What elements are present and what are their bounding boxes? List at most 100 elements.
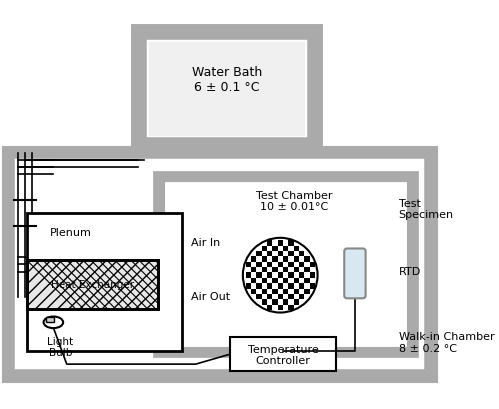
FancyBboxPatch shape (293, 289, 299, 294)
Bar (163, 180, 409, 349)
Text: Heat Exchanger: Heat Exchanger (51, 279, 134, 289)
FancyBboxPatch shape (272, 262, 277, 267)
FancyBboxPatch shape (267, 252, 272, 257)
FancyBboxPatch shape (261, 241, 267, 246)
FancyBboxPatch shape (283, 305, 288, 310)
FancyBboxPatch shape (261, 283, 267, 289)
FancyBboxPatch shape (251, 294, 256, 299)
FancyBboxPatch shape (267, 294, 272, 299)
Text: Walk-in Chamber
8 ± 0.2 °C: Walk-in Chamber 8 ± 0.2 °C (399, 331, 494, 353)
Bar (26, 261, 158, 309)
FancyBboxPatch shape (246, 273, 251, 278)
FancyBboxPatch shape (256, 278, 261, 283)
FancyBboxPatch shape (277, 246, 283, 252)
FancyBboxPatch shape (304, 252, 309, 257)
FancyBboxPatch shape (288, 257, 293, 262)
Text: Test
Specimen: Test Specimen (399, 198, 454, 220)
Bar (26, 213, 182, 351)
Bar (149, 43, 304, 135)
FancyBboxPatch shape (283, 246, 288, 252)
Text: Light
Bulb: Light Bulb (47, 336, 73, 357)
Text: Temperature
Controller: Temperature Controller (248, 344, 318, 365)
FancyBboxPatch shape (283, 294, 288, 299)
FancyBboxPatch shape (246, 289, 251, 294)
FancyBboxPatch shape (309, 257, 315, 262)
FancyBboxPatch shape (256, 289, 261, 294)
FancyBboxPatch shape (256, 252, 261, 257)
FancyBboxPatch shape (293, 262, 299, 267)
FancyBboxPatch shape (251, 267, 256, 273)
FancyBboxPatch shape (267, 299, 272, 305)
FancyBboxPatch shape (299, 283, 304, 289)
FancyBboxPatch shape (288, 262, 293, 267)
FancyBboxPatch shape (304, 273, 309, 278)
FancyBboxPatch shape (277, 262, 283, 267)
FancyBboxPatch shape (288, 289, 293, 294)
FancyBboxPatch shape (299, 252, 304, 257)
FancyBboxPatch shape (293, 294, 299, 299)
FancyBboxPatch shape (283, 252, 288, 257)
FancyBboxPatch shape (256, 262, 261, 267)
FancyBboxPatch shape (267, 273, 272, 278)
FancyBboxPatch shape (309, 262, 315, 267)
FancyBboxPatch shape (246, 278, 251, 283)
FancyBboxPatch shape (277, 257, 283, 262)
FancyBboxPatch shape (293, 241, 299, 246)
FancyBboxPatch shape (299, 299, 304, 305)
FancyBboxPatch shape (272, 278, 277, 283)
FancyBboxPatch shape (272, 257, 277, 262)
FancyBboxPatch shape (288, 283, 293, 289)
FancyBboxPatch shape (251, 252, 256, 257)
FancyBboxPatch shape (304, 294, 309, 299)
FancyBboxPatch shape (299, 294, 304, 299)
FancyBboxPatch shape (277, 278, 283, 283)
FancyBboxPatch shape (283, 267, 288, 273)
FancyBboxPatch shape (251, 278, 256, 283)
Bar (26, 261, 158, 309)
FancyBboxPatch shape (299, 289, 304, 294)
FancyBboxPatch shape (272, 241, 277, 246)
FancyBboxPatch shape (288, 246, 293, 252)
FancyBboxPatch shape (293, 299, 299, 305)
Text: RTD: RTD (399, 266, 421, 276)
FancyBboxPatch shape (246, 283, 251, 289)
FancyBboxPatch shape (288, 278, 293, 283)
FancyBboxPatch shape (261, 246, 267, 252)
FancyBboxPatch shape (277, 294, 283, 299)
FancyBboxPatch shape (251, 262, 256, 267)
FancyBboxPatch shape (293, 283, 299, 289)
FancyBboxPatch shape (304, 267, 309, 273)
FancyBboxPatch shape (304, 257, 309, 262)
FancyBboxPatch shape (272, 299, 277, 305)
FancyBboxPatch shape (246, 267, 251, 273)
FancyBboxPatch shape (256, 246, 261, 252)
FancyBboxPatch shape (277, 273, 283, 278)
FancyBboxPatch shape (246, 257, 251, 262)
FancyBboxPatch shape (283, 257, 288, 262)
FancyBboxPatch shape (277, 289, 283, 294)
FancyBboxPatch shape (283, 241, 288, 246)
FancyBboxPatch shape (256, 299, 261, 305)
FancyBboxPatch shape (283, 278, 288, 283)
FancyBboxPatch shape (272, 283, 277, 289)
Bar (230, 337, 336, 371)
FancyBboxPatch shape (277, 283, 283, 289)
Text: Plenum: Plenum (50, 228, 92, 238)
FancyBboxPatch shape (299, 246, 304, 252)
FancyBboxPatch shape (256, 273, 261, 278)
FancyBboxPatch shape (267, 278, 272, 283)
FancyBboxPatch shape (283, 262, 288, 267)
FancyBboxPatch shape (309, 267, 315, 273)
FancyBboxPatch shape (304, 262, 309, 267)
FancyBboxPatch shape (256, 283, 261, 289)
FancyBboxPatch shape (299, 273, 304, 278)
FancyBboxPatch shape (293, 273, 299, 278)
FancyBboxPatch shape (277, 267, 283, 273)
Bar (12, 157, 427, 372)
FancyBboxPatch shape (344, 249, 366, 299)
FancyBboxPatch shape (288, 241, 293, 246)
FancyBboxPatch shape (299, 257, 304, 262)
FancyBboxPatch shape (261, 299, 267, 305)
Bar (144, 38, 309, 141)
FancyBboxPatch shape (261, 252, 267, 257)
